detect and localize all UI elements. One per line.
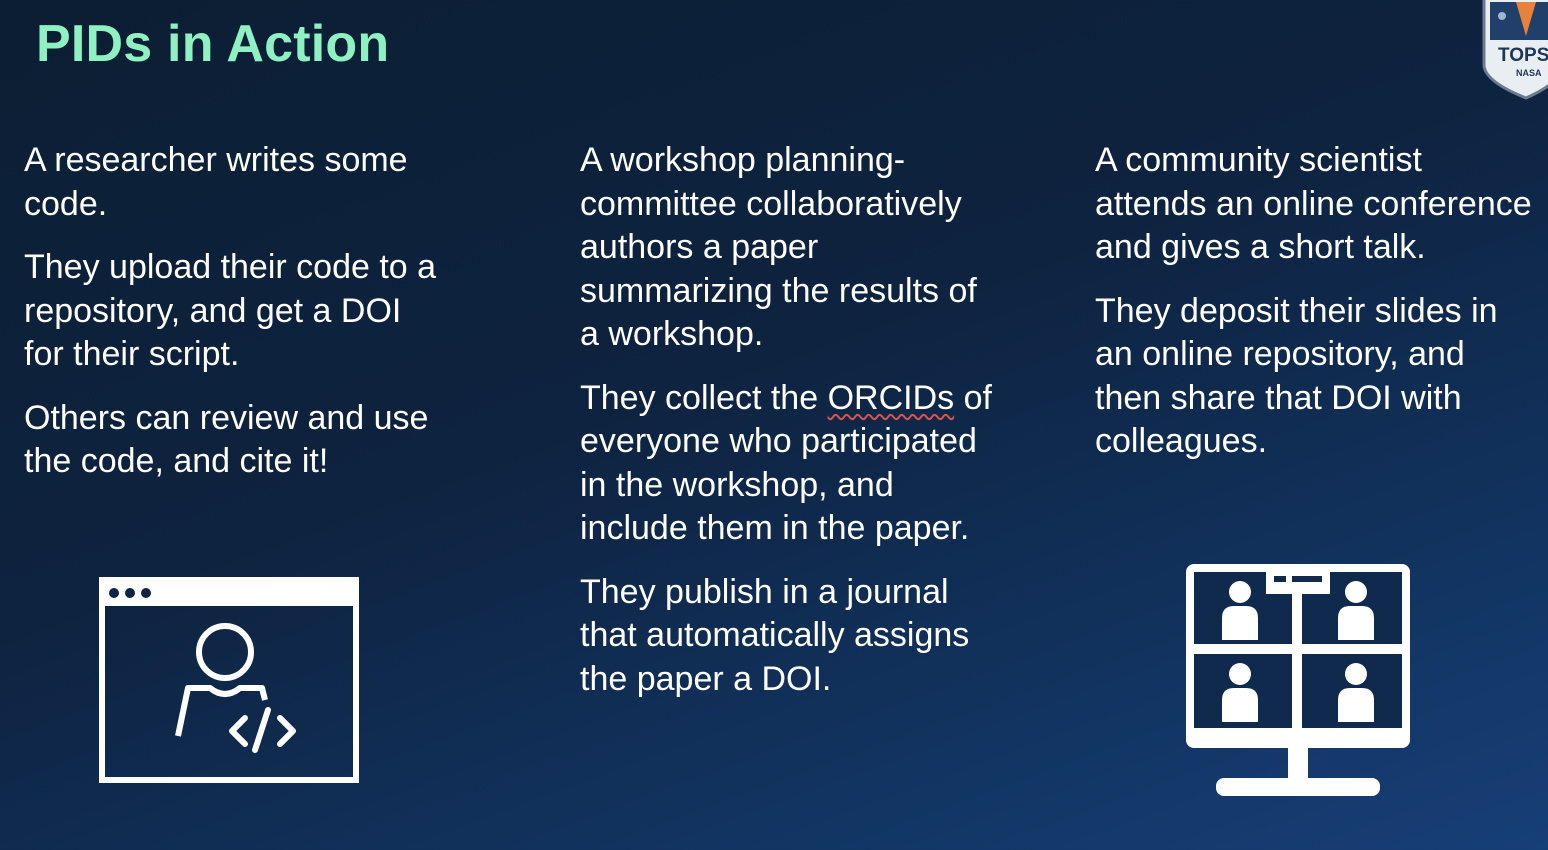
paragraph: Others can review and use the code, and … <box>24 398 429 481</box>
badge-subtext: NASA <box>1516 68 1542 78</box>
video-meeting-monitor-icon <box>1186 564 1410 796</box>
column-researcher-code: A researcher writes some code. They uplo… <box>24 139 444 504</box>
tops-logo-badge: TOPS NASA <box>1482 0 1548 100</box>
paragraph: A community scientist attends an online … <box>1095 141 1532 266</box>
paragraph: They publish in a journal that automatic… <box>580 572 970 698</box>
paragraph: A researcher writes some code. <box>24 141 408 223</box>
paragraph-rest: of everyone who participated in the work… <box>580 378 992 548</box>
orcids-word: ORCIDs <box>827 378 955 417</box>
paragraph-lead: They collect the <box>580 378 828 417</box>
column-community-scientist: A community scientist attends an online … <box>1095 139 1535 484</box>
column-workshop-paper: A workshop planning-committee collaborat… <box>580 139 1000 721</box>
badge-text: TOPS <box>1498 45 1548 66</box>
paragraph: A workshop planning-committee collaborat… <box>580 141 977 353</box>
paragraph: They upload their code to a repository, … <box>24 248 437 373</box>
slide-title: PIDs in Action <box>36 15 390 73</box>
paragraph: They deposit their slides in an online r… <box>1095 291 1498 461</box>
developer-window-icon <box>99 577 359 783</box>
paragraph: They collect the ORCIDs of everyone who … <box>580 377 1000 551</box>
